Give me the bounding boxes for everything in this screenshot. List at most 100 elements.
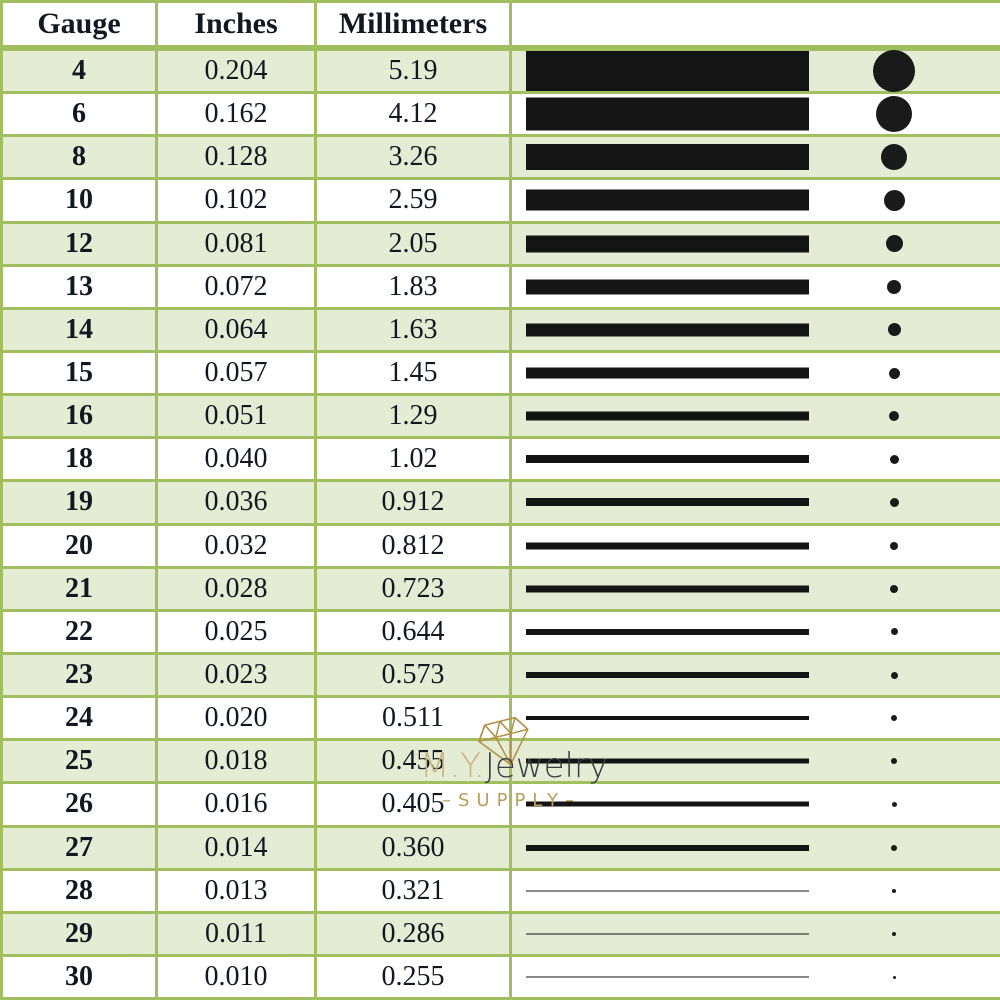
wire-thickness-bar	[526, 628, 809, 635]
wire-diameter-dot	[873, 50, 915, 93]
mm-value: 3.26	[317, 137, 512, 178]
inches-value: 0.014	[158, 827, 317, 868]
gauge-value: 18	[3, 439, 158, 480]
wire-dot-slot	[872, 741, 916, 781]
wire-dot-slot	[872, 482, 916, 522]
inches-value: 0.028	[158, 568, 317, 609]
gauge-value: 30	[3, 956, 158, 998]
inches-value: 0.036	[158, 482, 317, 523]
wire-dot-slot	[872, 310, 916, 350]
mm-value: 1.63	[317, 309, 512, 350]
gauge-value: 15	[3, 352, 158, 394]
wire-visual-cell	[512, 180, 1000, 221]
wire-thickness-bar	[526, 542, 809, 550]
gauge-value: 4	[3, 51, 158, 92]
wire-thickness-bar	[526, 323, 809, 337]
gauge-value: 20	[3, 525, 158, 566]
table-row: 15 0.057 1.45	[3, 352, 1000, 397]
table-row: 4 0.204 5.19	[3, 50, 1000, 95]
wire-diameter-dot	[885, 235, 903, 253]
wire-thickness-bar	[526, 367, 809, 379]
wire-thickness-bar	[526, 97, 809, 131]
table-row: 29 0.011 0.286	[3, 913, 1000, 957]
wire-thickness-bar	[526, 758, 809, 764]
inches-value: 0.010	[158, 956, 317, 998]
wire-dot-slot	[872, 267, 916, 307]
wire-diameter-dot	[889, 497, 899, 507]
wire-diameter-dot	[889, 454, 899, 464]
mm-value: 1.45	[317, 352, 512, 394]
table-row: 19 0.036 0.912	[3, 482, 1000, 526]
wire-diameter-dot	[892, 931, 896, 936]
mm-value: 1.29	[317, 396, 512, 437]
inches-value: 0.162	[158, 94, 317, 135]
table-row: 14 0.064 1.63	[3, 309, 1000, 353]
wire-dot-slot	[872, 655, 916, 695]
table-row: 8 0.128 3.26	[3, 137, 1000, 181]
mm-value: 2.05	[317, 223, 512, 264]
wire-diameter-dot	[892, 975, 896, 979]
mm-value: 0.286	[317, 913, 512, 954]
column-header-gauge: Gauge	[3, 3, 158, 45]
gauge-value: 19	[3, 482, 158, 523]
wire-diameter-dot	[883, 189, 905, 211]
gauge-value: 22	[3, 611, 158, 652]
table-row: 22 0.025 0.644	[3, 611, 1000, 655]
inches-value: 0.072	[158, 266, 317, 307]
table-header-row: Gauge Inches Millimeters	[3, 3, 1000, 51]
gauge-value: 14	[3, 309, 158, 350]
inches-value: 0.013	[158, 870, 317, 911]
gauge-value: 24	[3, 698, 158, 739]
column-header-millimeters: Millimeters	[317, 3, 512, 45]
wire-visual-cell	[512, 309, 1000, 350]
wire-visual-cell	[512, 956, 1000, 998]
wire-thickness-bar	[526, 455, 809, 464]
wire-thickness-bar	[526, 51, 809, 92]
wire-thickness-bar	[526, 933, 809, 935]
wire-visual-cell	[512, 698, 1000, 739]
gauge-value: 26	[3, 784, 158, 825]
wire-diameter-dot	[891, 758, 897, 765]
wire-visual-cell	[512, 784, 1000, 825]
inches-value: 0.011	[158, 913, 317, 954]
table-row: 13 0.072 1.83	[3, 266, 1000, 310]
inches-value: 0.057	[158, 352, 317, 394]
wire-thickness-bar	[526, 801, 809, 807]
wire-diameter-dot	[890, 628, 898, 636]
wire-dot-slot	[872, 180, 916, 220]
wire-diameter-dot	[890, 584, 898, 593]
table-row: 10 0.102 2.59	[3, 180, 1000, 224]
table-row: 25 0.018 0.455	[3, 741, 1000, 785]
wire-thickness-bar	[526, 144, 809, 171]
wire-visual-cell	[512, 482, 1000, 523]
column-header-inches: Inches	[158, 3, 317, 45]
wire-visual-cell	[512, 827, 1000, 868]
mm-value: 0.812	[317, 525, 512, 566]
mm-value: 1.02	[317, 439, 512, 480]
mm-value: 0.360	[317, 827, 512, 868]
mm-value: 1.83	[317, 266, 512, 307]
wire-dot-slot	[872, 353, 916, 393]
table-row: 18 0.040 1.02	[3, 439, 1000, 483]
mm-value: 0.255	[317, 956, 512, 998]
gauge-value: 16	[3, 396, 158, 437]
wire-diameter-dot	[890, 541, 898, 550]
wire-thickness-bar	[526, 279, 809, 295]
wire-diameter-dot	[887, 279, 901, 294]
wire-thickness-bar	[526, 189, 809, 211]
table-row: 24 0.020 0.511	[3, 698, 1000, 742]
table-row: 6 0.162 4.12	[3, 94, 1000, 138]
wire-dot-slot	[872, 914, 916, 954]
mm-value: 0.723	[317, 568, 512, 609]
wire-visual-cell	[512, 525, 1000, 566]
wire-diameter-dot	[891, 715, 897, 722]
inches-value: 0.016	[158, 784, 317, 825]
mm-value: 2.59	[317, 180, 512, 221]
table-row: 27 0.014 0.360	[3, 827, 1000, 871]
column-header-visual-blank	[512, 3, 1000, 45]
mm-value: 0.321	[317, 870, 512, 911]
inches-value: 0.051	[158, 396, 317, 437]
wire-diameter-dot	[888, 367, 900, 379]
